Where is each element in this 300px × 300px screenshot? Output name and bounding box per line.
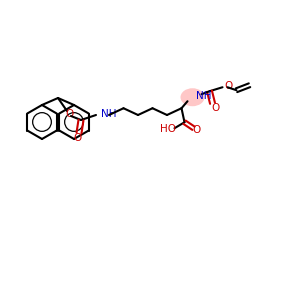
Text: HO: HO bbox=[160, 124, 176, 134]
Text: O: O bbox=[192, 125, 201, 135]
Text: O: O bbox=[212, 103, 220, 113]
Text: O: O bbox=[66, 109, 74, 119]
Text: NH: NH bbox=[101, 109, 116, 119]
Text: NH: NH bbox=[196, 91, 211, 101]
Text: O: O bbox=[74, 133, 82, 143]
Ellipse shape bbox=[181, 88, 205, 106]
Text: O: O bbox=[224, 81, 233, 91]
